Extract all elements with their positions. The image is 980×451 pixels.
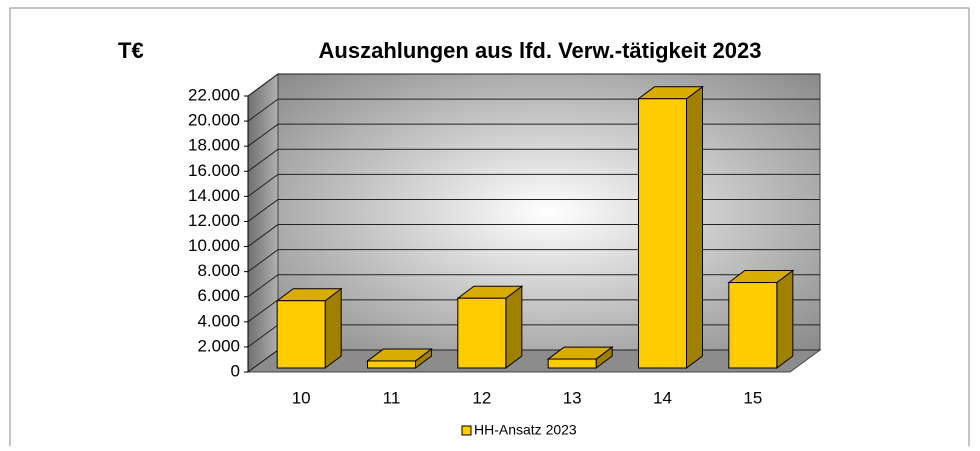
y-tick-label: 16.000 [188, 161, 240, 180]
chart-title: Auszahlungen aus lfd. Verw.-tätigkeit 20… [319, 38, 762, 63]
side-wall [247, 73, 279, 373]
bar [276, 300, 326, 369]
x-tick-label: 13 [563, 388, 582, 407]
y-tick-label: 0 [231, 361, 240, 380]
y-tick-label: 14.000 [188, 186, 240, 205]
y-tick-label: 10.000 [188, 236, 240, 255]
legend-swatch [461, 425, 472, 436]
x-tick-label: 15 [743, 388, 762, 407]
x-tick-label: 14 [653, 388, 672, 407]
x-tick-label: 11 [383, 388, 401, 407]
bar-side [324, 287, 342, 369]
x-tick-label: 10 [292, 388, 311, 407]
bar-side [686, 85, 703, 369]
y-tick-label: 12.000 [188, 211, 240, 230]
y-tick-label: 18.000 [188, 136, 240, 155]
bar [367, 360, 416, 369]
y-tick-label: 4.000 [197, 311, 240, 330]
y-tick-label: 2.000 [197, 336, 240, 355]
bar [457, 297, 507, 369]
legend-label: HH-Ansatz 2023 [474, 422, 577, 438]
bar [638, 98, 687, 369]
bar [547, 358, 597, 369]
grid-line [247, 73, 820, 97]
y-tick-label: 6.000 [197, 286, 240, 305]
bar-side [505, 285, 523, 370]
y-tick-label: 22.000 [188, 85, 240, 104]
x-tick-label: 12 [472, 388, 491, 407]
y-axis-label: T€ [118, 38, 144, 63]
bar-side [776, 269, 794, 369]
y-tick-label: 20.000 [188, 111, 240, 130]
y-tick-label: 8.000 [197, 261, 240, 280]
bar [728, 282, 778, 369]
